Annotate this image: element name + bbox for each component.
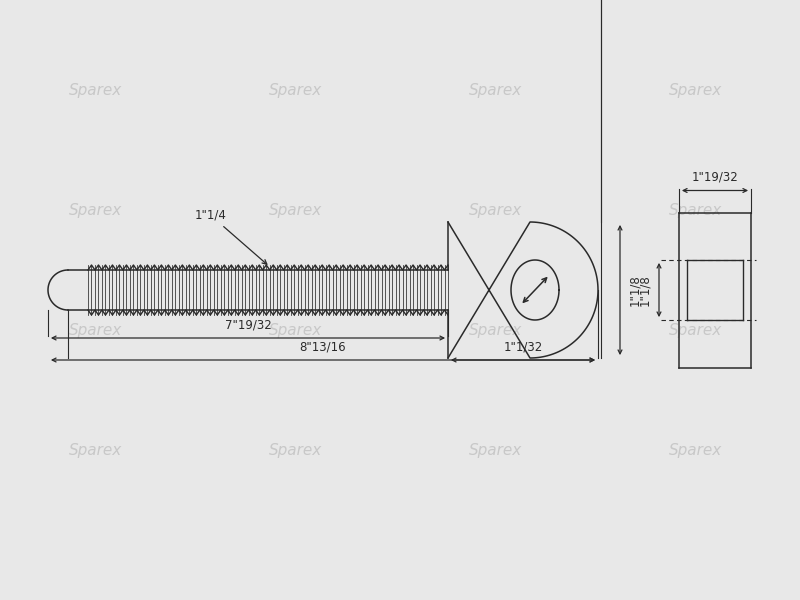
Text: Sparex: Sparex (670, 443, 722, 457)
Text: Sparex: Sparex (470, 323, 522, 337)
Text: Sparex: Sparex (70, 443, 122, 457)
Text: Sparex: Sparex (270, 323, 322, 337)
Text: 1"19/32: 1"19/32 (692, 170, 738, 184)
Text: Sparex: Sparex (270, 82, 322, 97)
Text: Sparex: Sparex (470, 202, 522, 217)
Text: 8"13/16: 8"13/16 (300, 340, 346, 353)
Text: Sparex: Sparex (670, 202, 722, 217)
Text: 1"1/8: 1"1/8 (628, 274, 641, 306)
Text: Sparex: Sparex (270, 202, 322, 217)
Text: Sparex: Sparex (70, 323, 122, 337)
Text: Sparex: Sparex (70, 202, 122, 217)
Text: 1"1/4: 1"1/4 (195, 209, 267, 264)
Text: Sparex: Sparex (70, 82, 122, 97)
Text: Sparex: Sparex (670, 323, 722, 337)
Text: Sparex: Sparex (470, 443, 522, 457)
Text: 7"19/32: 7"19/32 (225, 318, 271, 331)
Text: Sparex: Sparex (270, 443, 322, 457)
Text: 1"1/32: 1"1/32 (503, 340, 542, 353)
Text: 1"1/8: 1"1/8 (638, 274, 651, 306)
Text: Sparex: Sparex (470, 82, 522, 97)
Text: Sparex: Sparex (670, 82, 722, 97)
